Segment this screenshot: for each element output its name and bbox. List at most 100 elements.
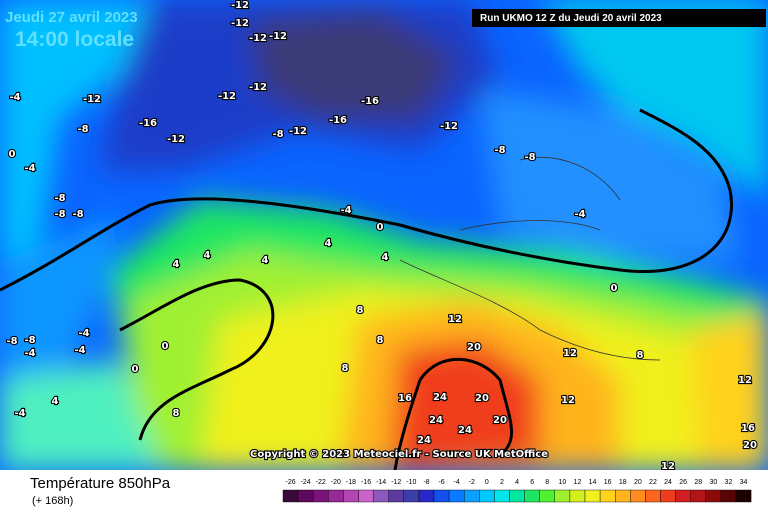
scale-swatch xyxy=(660,489,676,503)
scale-swatch xyxy=(569,489,586,503)
isotherm-label: 8 xyxy=(637,350,644,361)
scale-swatch xyxy=(282,489,299,503)
isotherm-label: -12 xyxy=(83,94,101,105)
isotherm-label: -8 xyxy=(272,129,283,140)
legend-subtitle: (+ 168h) xyxy=(32,495,73,507)
scale-label: 14 xyxy=(589,479,597,486)
scale-label: 26 xyxy=(679,479,687,486)
scale-label: -2 xyxy=(469,479,475,486)
scale-label: 10 xyxy=(558,479,566,486)
isotherm-label: -12 xyxy=(231,0,249,11)
scale-swatch xyxy=(328,489,344,503)
scale-swatch xyxy=(479,489,495,503)
scale-label: -6 xyxy=(438,479,444,486)
isotherm-label: 20 xyxy=(493,415,507,426)
scale-swatch xyxy=(448,489,465,503)
isotherm-label: -12 xyxy=(218,91,236,102)
isotherm-label: -12 xyxy=(249,82,267,93)
isotherm-label: 16 xyxy=(741,423,755,434)
isotherm-label: -8 xyxy=(72,209,83,220)
scale-swatch xyxy=(690,489,707,503)
isotherm-label: -4 xyxy=(340,205,351,216)
isotherm-label: -16 xyxy=(329,115,347,126)
isotherm-label: 12 xyxy=(661,461,675,472)
scale-label: 34 xyxy=(740,479,748,486)
isotherm-label: 8 xyxy=(173,408,180,419)
isotherm-label: 8 xyxy=(357,305,364,316)
isotherm-label: 8 xyxy=(377,335,384,346)
scale-label: 30 xyxy=(709,479,717,486)
isotherm-label: 12 xyxy=(448,314,462,325)
scale-swatch xyxy=(735,489,752,503)
isotherm-label: 20 xyxy=(743,440,757,451)
run-info: Run UKMO 12 Z du Jeudi 20 avril 2023 xyxy=(480,13,662,24)
isotherm-label: 0 xyxy=(132,364,139,375)
isotherm-label: 24 xyxy=(429,415,443,426)
scale-label: -16 xyxy=(361,479,371,486)
isotherm-label: -12 xyxy=(440,121,458,132)
isotherm-label: 12 xyxy=(563,348,577,359)
isotherm-label: -12 xyxy=(167,134,185,145)
isotherm-label: -16 xyxy=(139,118,157,129)
scale-label: -18 xyxy=(346,479,356,486)
scale-swatch xyxy=(615,489,631,503)
isotherm-label: -4 xyxy=(24,163,35,174)
isotherm-label: 24 xyxy=(458,425,472,436)
scale-label: -22 xyxy=(316,479,326,486)
legend-title: Température 850hPa xyxy=(30,475,171,492)
scale-swatch xyxy=(599,489,616,503)
scale-swatch xyxy=(313,489,329,503)
isotherm-label: 24 xyxy=(433,392,447,403)
color-scale: -26 -24 -22 -20 -18 -16 -14 -12 -10 -8 -6 -4 -2 0 2 4 6 8… xyxy=(282,479,752,503)
isotherm-label: -4 xyxy=(74,345,85,356)
scale-label: -14 xyxy=(376,479,386,486)
isotherm-label: -4 xyxy=(9,92,20,103)
isotherm-label: 4 xyxy=(262,255,269,266)
scale-swatch xyxy=(675,489,691,503)
scale-swatch xyxy=(509,489,525,503)
isotherm-label: 8 xyxy=(342,363,349,374)
scale-label: 24 xyxy=(664,479,672,486)
isotherm-label: 4 xyxy=(52,396,59,407)
scale-label: 12 xyxy=(574,479,582,486)
scale-label: -4 xyxy=(454,479,460,486)
isotherm-label: 0 xyxy=(377,222,384,233)
scale-swatch xyxy=(358,489,374,503)
isotherm-label: 0 xyxy=(162,341,169,352)
map-time: 14:00 locale xyxy=(15,28,134,51)
isotherm-label: -4 xyxy=(14,408,25,419)
isotherm-label: -16 xyxy=(361,96,379,107)
scale-swatch xyxy=(539,489,556,503)
scale-swatch xyxy=(343,489,359,503)
isotherm-label: -8 xyxy=(77,124,88,135)
scale-swatch xyxy=(705,489,722,503)
scale-swatch xyxy=(388,489,405,503)
isotherm-label: -8 xyxy=(54,193,65,204)
scale-swatch xyxy=(584,489,601,503)
scale-label: -12 xyxy=(391,479,401,486)
isotherm-label: -4 xyxy=(78,328,89,339)
scale-swatch xyxy=(645,489,661,503)
isotherm-label: -12 xyxy=(231,18,249,29)
isotherm-label: 16 xyxy=(398,393,412,404)
isotherm-label: -8 xyxy=(494,145,505,156)
isotherm-label: 4 xyxy=(204,250,211,261)
isotherm-label: 4 xyxy=(325,238,332,249)
isotherm-label: 20 xyxy=(467,342,481,353)
isotherm-label: 0 xyxy=(611,283,618,294)
scale-label: -10 xyxy=(406,479,416,486)
scale-label: 4 xyxy=(515,479,519,486)
isotherm-label: 12 xyxy=(561,395,575,406)
scale-swatch xyxy=(373,489,389,503)
scale-swatch xyxy=(630,489,646,503)
scale-label: 16 xyxy=(604,479,612,486)
scale-label: -20 xyxy=(331,479,341,486)
isotherm-labels: -12-12-12 -12-12 -12-12-12-12 -12-16-16-16-… xyxy=(5,0,758,473)
isotherm-label: 20 xyxy=(475,393,489,404)
scale-swatch xyxy=(554,489,571,503)
isotherm-label: -12 xyxy=(289,126,307,137)
scale-swatch xyxy=(720,489,737,503)
map-date: Jeudi 27 avril 2023 xyxy=(5,9,138,26)
scale-label: 0 xyxy=(485,479,489,486)
